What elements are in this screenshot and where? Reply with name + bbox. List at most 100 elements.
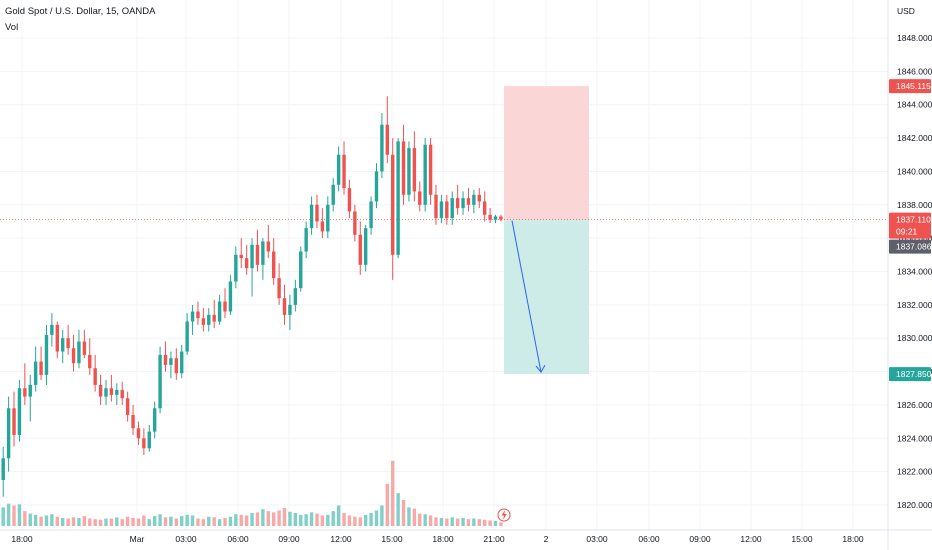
volume-bar: [499, 522, 503, 526]
candle-body: [28, 384, 32, 397]
candle-body: [358, 234, 362, 265]
volume-bar: [466, 519, 471, 526]
target-price-tag-text: 1827.850: [896, 369, 932, 379]
candle: [201, 308, 206, 332]
volume-bar: [82, 516, 87, 526]
volume-bar: [331, 511, 335, 526]
price-tick-label: 1848.000: [897, 33, 932, 43]
candle: [28, 374, 32, 422]
volume-bar: [44, 515, 49, 526]
candle-body: [293, 288, 298, 305]
candle-body: [98, 384, 103, 397]
candle: [98, 374, 103, 405]
volume-bar: [244, 515, 249, 526]
candle: [277, 263, 281, 305]
candle-body: [336, 154, 341, 185]
volume-bar: [66, 518, 70, 526]
take-profit-zone: [504, 219, 589, 375]
time-tick-label: 12:00: [330, 534, 352, 544]
candle: [217, 294, 222, 325]
volume-bar: [163, 517, 168, 526]
volume-bar: [288, 511, 292, 526]
time-tick-label: 18:00: [432, 534, 454, 544]
candle: [244, 244, 249, 275]
volume-bar: [439, 517, 444, 526]
candle: [466, 188, 471, 212]
volume-bar: [493, 521, 498, 526]
candle: [401, 124, 406, 205]
candle: [380, 113, 384, 179]
volume-bar: [255, 512, 260, 526]
candle: [169, 351, 173, 379]
candle-body: [6, 408, 11, 459]
price-tick-label: 1822.000: [897, 467, 932, 477]
candle: [282, 284, 287, 325]
volume-bar: [55, 516, 59, 526]
volume-bar: [39, 516, 43, 526]
volume-bar: [125, 516, 130, 526]
candle: [493, 214, 498, 224]
volume-bar: [358, 517, 362, 526]
candle-body: [472, 194, 476, 205]
volume-bar: [239, 514, 243, 526]
candle-body: [115, 389, 119, 395]
candle: [353, 204, 357, 242]
countdown-text: 09:21: [896, 227, 918, 237]
candle-body: [255, 244, 260, 265]
volume-bar: [228, 516, 233, 526]
candle-body: [423, 144, 427, 205]
candle-body: [450, 198, 454, 219]
candle: [363, 224, 368, 272]
candle-body: [131, 414, 135, 429]
volume-bar: [201, 519, 206, 526]
candle-body: [380, 124, 384, 172]
volume-bar: [418, 513, 422, 526]
price-tick-label: 1842.000: [897, 133, 932, 143]
candle-body: [71, 348, 76, 364]
candle: [299, 246, 303, 292]
stop-price-tag-bg: [889, 79, 931, 94]
volume-bar: [347, 515, 352, 526]
time-tick-label: 03:00: [175, 534, 197, 544]
candle: [71, 334, 76, 372]
candle: [434, 184, 438, 225]
candle-body: [180, 351, 184, 374]
volume-bar: [455, 518, 460, 526]
current-price-tag-bg: [889, 212, 931, 239]
candle: [104, 379, 108, 405]
volume-bar: [120, 519, 124, 526]
volume-bar: [450, 517, 454, 526]
candle: [55, 321, 59, 359]
candle: [109, 374, 114, 402]
volume-bar: [266, 511, 270, 526]
candle: [163, 341, 168, 372]
candle-body: [201, 318, 206, 325]
candle-body: [477, 194, 481, 202]
time-tick-label: 09:00: [689, 534, 711, 544]
volume-bar: [207, 516, 211, 526]
price-tick-label: 1824.000: [897, 433, 932, 443]
candle-body: [304, 228, 308, 252]
time-tick-label: 06:00: [227, 534, 249, 544]
volume-bar: [158, 514, 162, 526]
candle: [185, 313, 189, 355]
candle: [66, 324, 70, 355]
target-price-tag-bg: [889, 367, 931, 382]
candle-body: [282, 298, 287, 315]
candle: [396, 138, 400, 259]
candle-body: [418, 191, 422, 205]
candle-body: [120, 389, 124, 399]
candle-body: [17, 388, 22, 435]
candle: [234, 246, 238, 289]
candle-body: [288, 304, 292, 315]
stop-price-tag: 1845.115: [889, 79, 931, 94]
candle-body: [272, 251, 276, 279]
candle: [190, 304, 195, 335]
candle: [77, 329, 81, 369]
volume-bar: [277, 510, 281, 526]
candle: [482, 191, 487, 222]
candle-body: [190, 311, 195, 322]
volume-bar: [385, 483, 390, 526]
candle-body: [434, 194, 438, 219]
